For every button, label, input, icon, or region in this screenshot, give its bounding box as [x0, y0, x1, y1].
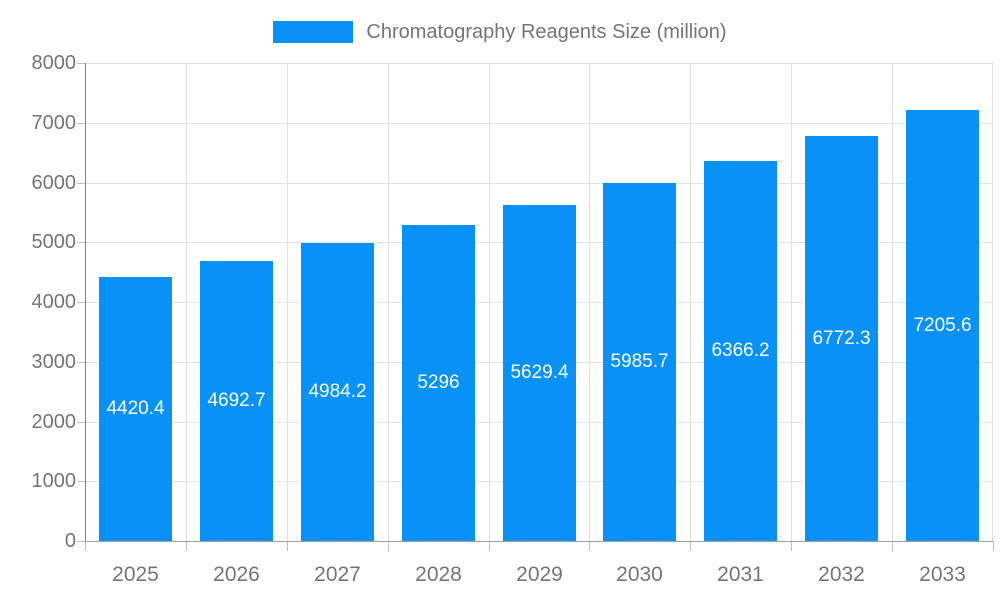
x-tick [186, 541, 187, 551]
legend-swatch [273, 21, 354, 43]
y-axis-line [85, 63, 86, 541]
x-tick [85, 541, 86, 551]
bar-value-label: 4420.4 [106, 398, 165, 419]
y-tick [77, 242, 85, 243]
x-tick-label: 2032 [818, 563, 865, 586]
y-tick [77, 183, 85, 184]
bar[interactable]: 4984.2 [301, 243, 374, 541]
y-tick [77, 362, 85, 363]
x-tick-label: 2033 [919, 563, 966, 586]
bar[interactable]: 4420.4 [99, 277, 172, 541]
bar-value-label: 4692.7 [207, 390, 266, 411]
x-tick-label: 2031 [717, 563, 764, 586]
gridline-horizontal [85, 123, 993, 124]
x-tick [388, 541, 389, 551]
bar-value-label: 5296 [417, 372, 460, 393]
y-tick-label: 7000 [31, 112, 77, 134]
legend-label: Chromatography Reagents Size (million) [366, 20, 727, 43]
bar[interactable]: 6772.3 [805, 136, 878, 541]
bar-value-label: 5629.4 [510, 362, 569, 383]
x-tick-label: 2027 [314, 563, 361, 586]
y-tick-label: 2000 [31, 411, 77, 433]
x-tick-label: 2030 [616, 563, 663, 586]
gridline-horizontal [85, 63, 993, 64]
x-tick-label: 2025 [112, 563, 159, 586]
bar-value-label: 7205.6 [913, 314, 972, 336]
bar-value-label: 5985.7 [610, 351, 669, 372]
x-tick-label: 2026 [213, 563, 260, 586]
x-tick [993, 541, 994, 551]
y-tick-label: 0 [64, 530, 76, 552]
y-tick [77, 481, 85, 482]
bar[interactable]: 5985.7 [603, 183, 676, 541]
x-tick-label: 2028 [415, 563, 462, 586]
bar-value-label: 4984.2 [308, 381, 367, 402]
x-tick [287, 541, 288, 551]
x-axis-line [85, 541, 993, 542]
y-tick-label: 6000 [31, 172, 77, 194]
x-tick [589, 541, 590, 551]
x-tick-label: 2029 [516, 563, 563, 586]
gridline-horizontal [85, 183, 993, 184]
gridline-vertical [186, 63, 187, 541]
legend[interactable]: Chromatography Reagents Size (million) [0, 18, 1000, 46]
plot-area: 4420.4 4692.7 4984.2 5296 5629.4 5985.7 6366.2… [85, 63, 993, 541]
y-tick [77, 302, 85, 303]
gridline-vertical [992, 63, 993, 541]
y-tick-label: 3000 [31, 351, 77, 373]
bar[interactable]: 6366.2 [704, 161, 777, 541]
x-tick [791, 541, 792, 551]
y-tick [77, 63, 85, 64]
y-tick-label: 1000 [31, 470, 77, 492]
gridline-vertical [589, 63, 590, 541]
gridline-vertical [791, 63, 792, 541]
bar-value-label: 6366.2 [711, 340, 770, 361]
x-tick [892, 541, 893, 551]
y-tick-label: 4000 [31, 291, 77, 313]
y-tick [77, 123, 85, 124]
x-tick [489, 541, 490, 551]
y-tick [77, 541, 85, 542]
gridline-vertical [489, 63, 490, 541]
bar[interactable]: 5296 [402, 225, 475, 541]
bar[interactable]: 5629.4 [503, 205, 576, 541]
gridline-vertical [690, 63, 691, 541]
y-tick-label: 5000 [31, 231, 77, 253]
gridline-vertical [388, 63, 389, 541]
gridline-vertical [287, 63, 288, 541]
y-tick [77, 422, 85, 423]
x-tick [690, 541, 691, 551]
y-tick-label: 8000 [31, 52, 77, 74]
bar[interactable]: 4692.7 [200, 261, 273, 541]
gridline-vertical [892, 63, 893, 541]
bar-value-label: 6772.3 [812, 327, 871, 349]
bar[interactable]: 7205.6 [906, 110, 979, 541]
